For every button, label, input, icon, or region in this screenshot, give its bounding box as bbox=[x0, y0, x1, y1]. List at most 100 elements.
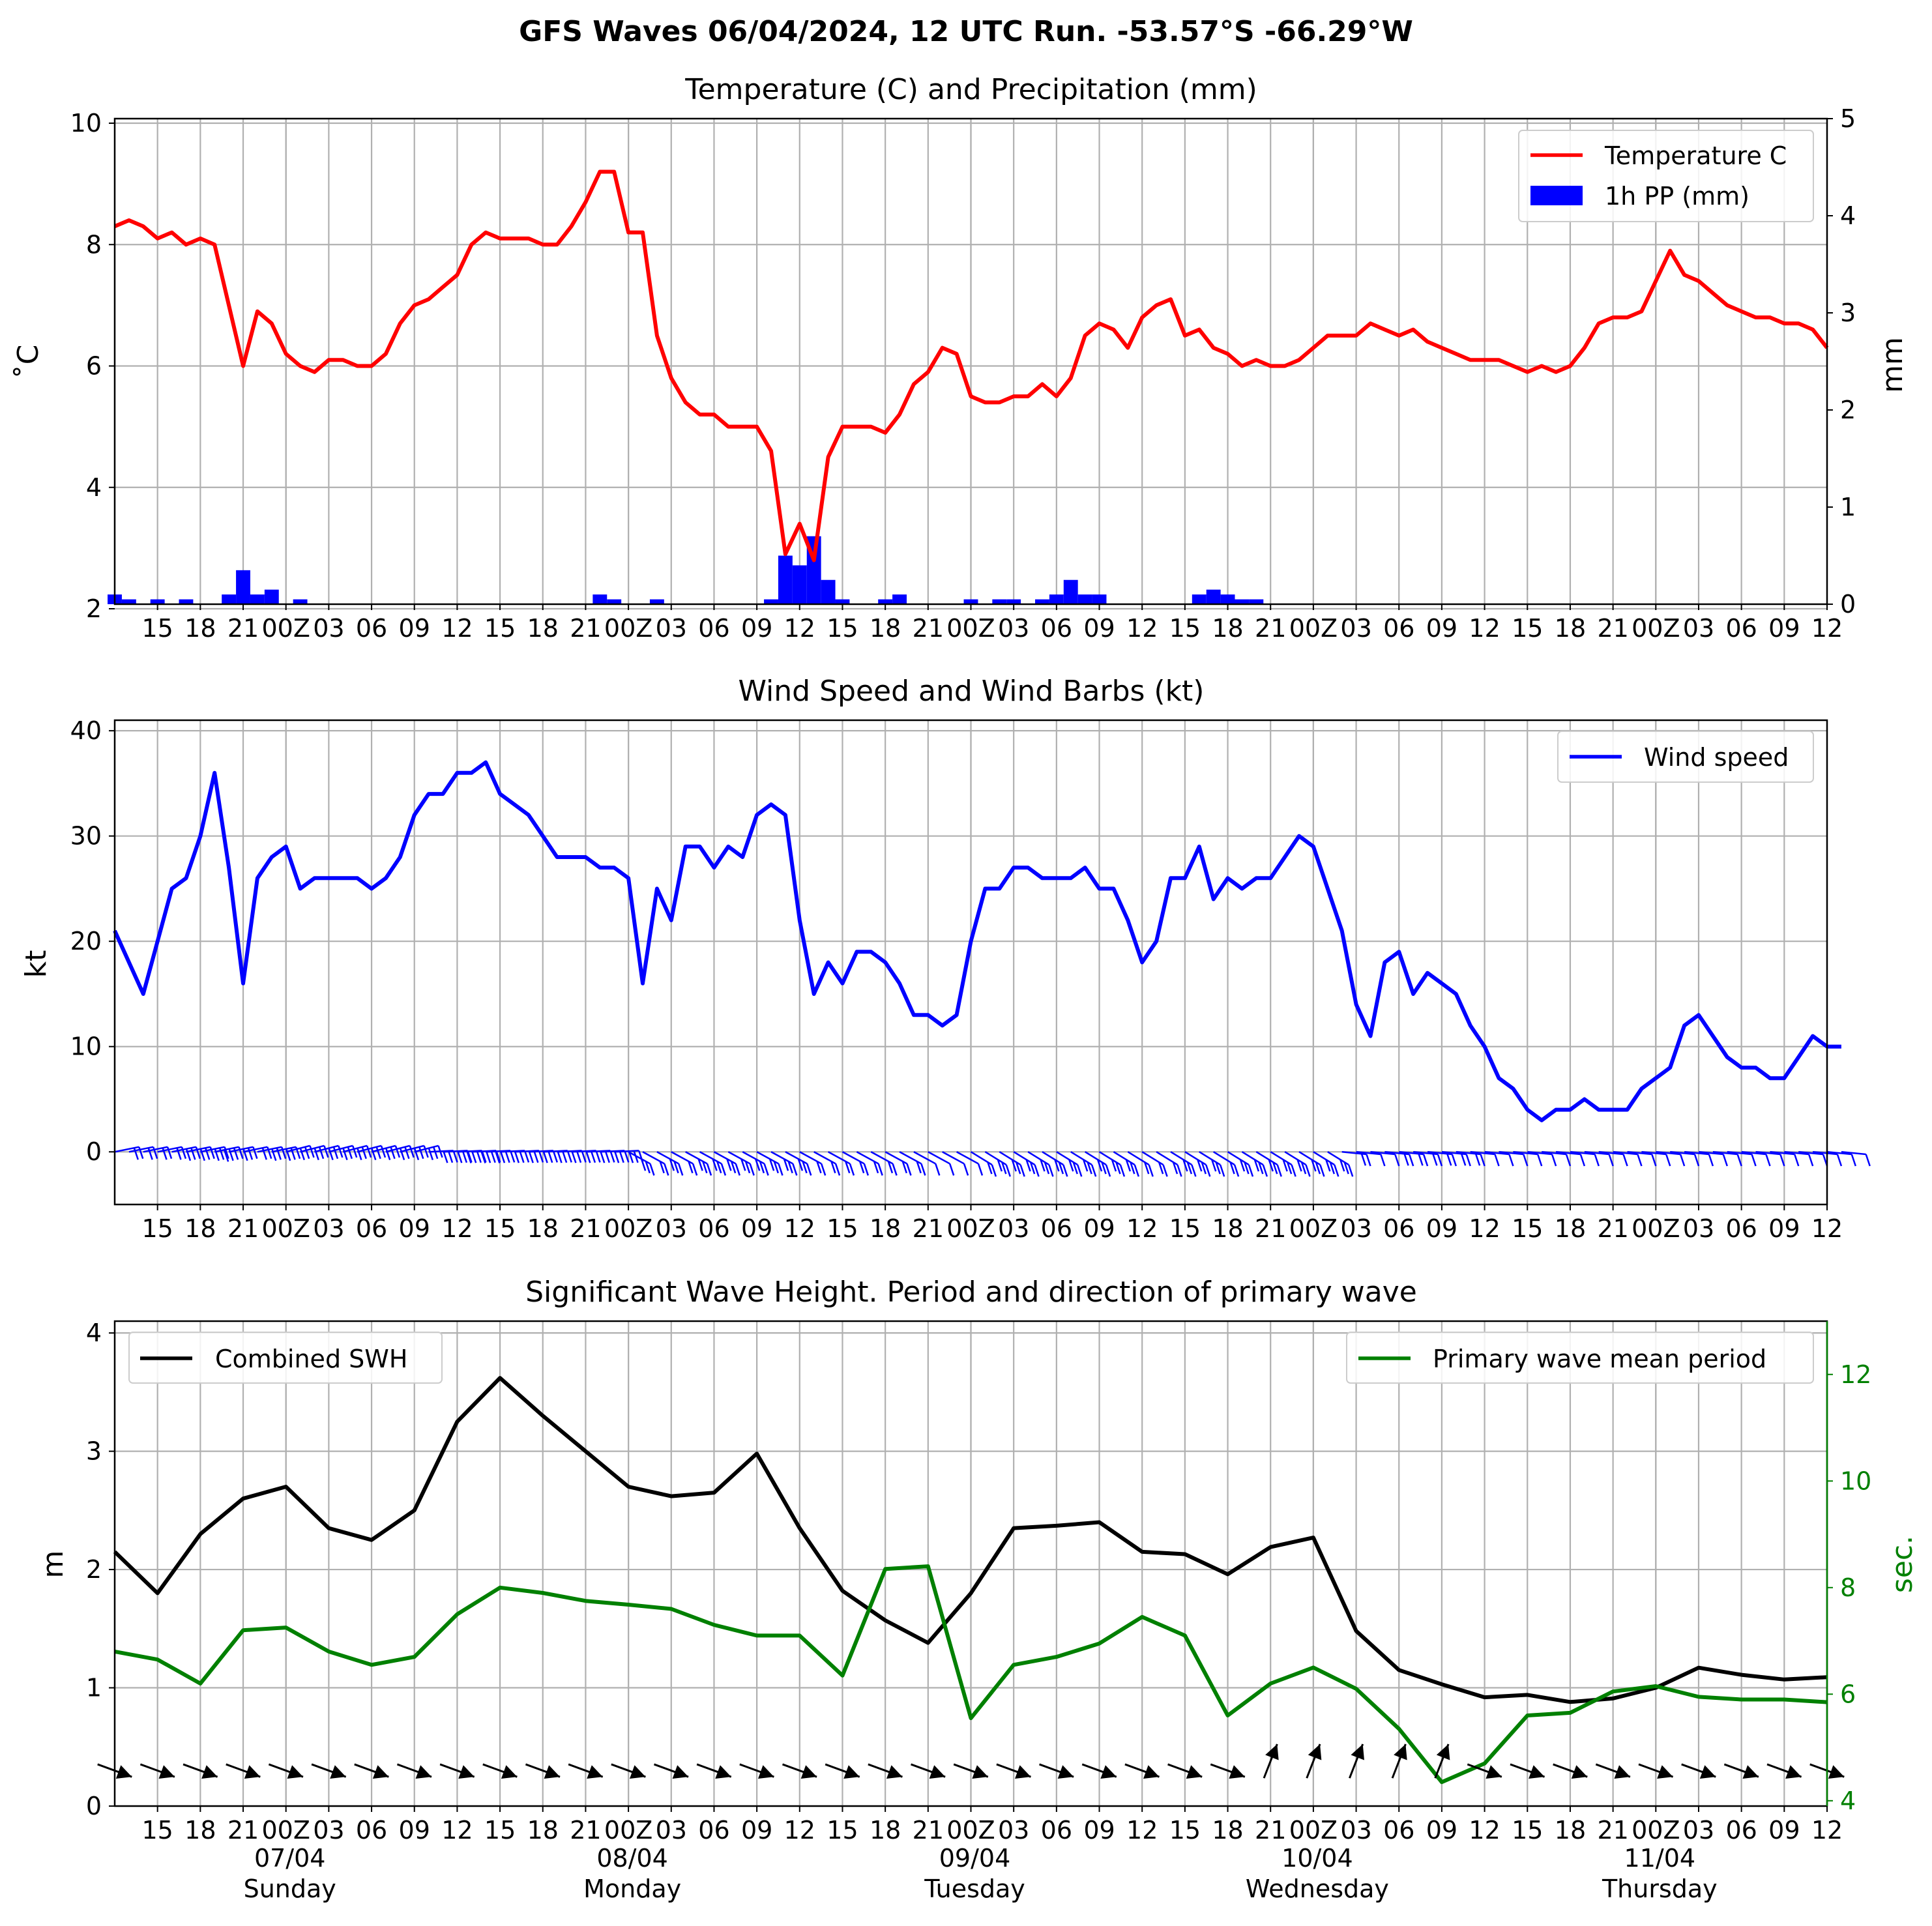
wave-direction-arrow bbox=[868, 1763, 903, 1779]
y-tick-label: 1 bbox=[86, 1674, 102, 1702]
wind-barb bbox=[1370, 1150, 1400, 1167]
temperature-precip-panel: Temperature (C) and Precipitation (mm) 1… bbox=[12, 73, 1909, 643]
wind-barb bbox=[870, 1151, 898, 1176]
wind-barb bbox=[1484, 1150, 1514, 1167]
wind-barb bbox=[1741, 1150, 1771, 1167]
wind-panel: Wind Speed and Wind Barbs (kt) 15 18 21 00Z… bbox=[20, 675, 1871, 1243]
wind-barb bbox=[528, 1150, 558, 1163]
x-tick-label: 15 bbox=[827, 614, 858, 643]
day-name-label: Sunday bbox=[244, 1875, 336, 1903]
grid bbox=[115, 1321, 1827, 1807]
x-tick-label: 12 bbox=[1469, 614, 1500, 643]
x-tick-label: 21 bbox=[1597, 1816, 1628, 1845]
wind-barb bbox=[899, 1151, 926, 1176]
temperature-line bbox=[113, 169, 1829, 562]
x-tick-label: 15 bbox=[1512, 614, 1543, 643]
precip-bar bbox=[250, 594, 265, 604]
y2-tick-label: 10 bbox=[1840, 1466, 1871, 1495]
x-tick-label: 03 bbox=[313, 1214, 344, 1243]
x-tick-label: 06 bbox=[1383, 614, 1414, 643]
precip-bar bbox=[593, 594, 607, 604]
wind-barb bbox=[928, 1151, 955, 1176]
x-tick-label: 09 bbox=[399, 1214, 430, 1243]
wind-barb bbox=[999, 1151, 1025, 1177]
wind-barb bbox=[1684, 1150, 1714, 1167]
x-tick-label: 21 bbox=[913, 614, 944, 643]
wind-barb bbox=[856, 1151, 883, 1176]
wave-direction-arrow bbox=[1553, 1763, 1588, 1779]
y2-tick-label: 0 bbox=[1840, 590, 1856, 619]
x-tick-label: 06 bbox=[1041, 614, 1072, 643]
wind-barb bbox=[314, 1145, 344, 1160]
wind-barb bbox=[114, 1146, 144, 1160]
y2-tick-label: 4 bbox=[1840, 1787, 1856, 1815]
x-tick-label: 18 bbox=[184, 1214, 216, 1243]
wind-barb bbox=[685, 1151, 712, 1176]
x-tick-label: 00Z bbox=[262, 614, 310, 643]
wind-barb bbox=[727, 1151, 755, 1176]
y-tick-label: 3 bbox=[86, 1437, 102, 1466]
wave-direction-arrow bbox=[1391, 1744, 1407, 1779]
x-tick-label: 00Z bbox=[1632, 614, 1680, 643]
precip-bar bbox=[649, 599, 664, 604]
x-tick-label: 00Z bbox=[604, 1214, 652, 1243]
wind-barb bbox=[756, 1151, 783, 1176]
y2-tick-label: 12 bbox=[1840, 1360, 1871, 1389]
precip-bar bbox=[992, 599, 1007, 604]
wind-barb bbox=[970, 1151, 997, 1177]
x-tick-label: 18 bbox=[1555, 1816, 1586, 1845]
wind-barb bbox=[1084, 1151, 1111, 1177]
x-tick-label: 00Z bbox=[1289, 1214, 1338, 1243]
swh-line bbox=[113, 1376, 1828, 1704]
x-tick-label: 18 bbox=[527, 1816, 559, 1845]
plot-frame bbox=[113, 117, 1828, 606]
precip-bar bbox=[121, 599, 136, 604]
y2-tick-label: 8 bbox=[1840, 1573, 1856, 1602]
x-tick-label: 21 bbox=[570, 614, 601, 643]
wind-barb bbox=[1227, 1151, 1254, 1177]
wave-direction-arrow bbox=[911, 1763, 946, 1779]
wind-barb bbox=[984, 1151, 1011, 1177]
x-tick-label: 15 bbox=[484, 1816, 516, 1845]
wind-barb bbox=[1441, 1150, 1471, 1167]
wave-direction-arrow bbox=[1210, 1763, 1246, 1779]
x-tick-label: 15 bbox=[1512, 1816, 1543, 1845]
wind-barb bbox=[1341, 1150, 1371, 1167]
x-tick-label: 15 bbox=[141, 1214, 173, 1243]
wind-barb bbox=[1042, 1151, 1068, 1177]
x-tick-label: 00Z bbox=[1632, 1214, 1680, 1243]
x-tick-label: 18 bbox=[527, 614, 559, 643]
wave-direction-arrow bbox=[953, 1763, 989, 1779]
wind-barbs bbox=[114, 1145, 1871, 1177]
wave-direction-arrow bbox=[1510, 1763, 1545, 1779]
x-tick-label: 03 bbox=[998, 1816, 1029, 1845]
grid bbox=[115, 119, 1827, 610]
x-tick-label: 21 bbox=[1597, 1214, 1628, 1243]
precip-bar bbox=[293, 599, 308, 604]
legend-label: Wind speed bbox=[1644, 743, 1789, 772]
y2-axis: 4 6 8 10 12 bbox=[1827, 1360, 1871, 1815]
y-tick-label: 30 bbox=[70, 822, 102, 851]
plot-frame bbox=[113, 719, 1828, 1206]
x-tick-label: 12 bbox=[1126, 614, 1158, 643]
x-tick-label: 09 bbox=[741, 1214, 772, 1243]
panel-title: Significant Wave Height. Period and dire… bbox=[525, 1276, 1417, 1309]
wave-direction-arrow bbox=[525, 1763, 561, 1779]
x-tick-label: 12 bbox=[1126, 1816, 1158, 1845]
x-tick-label: 00Z bbox=[1632, 1816, 1680, 1845]
wind-barb bbox=[671, 1151, 698, 1176]
precip-bar bbox=[963, 599, 978, 604]
day-date-label: 08/04 bbox=[596, 1844, 668, 1873]
wind-barb bbox=[1356, 1150, 1386, 1167]
precip-bar bbox=[179, 599, 194, 604]
precip-bar bbox=[1049, 594, 1064, 604]
wave-direction-arrow bbox=[139, 1763, 175, 1779]
x-tick-label: 06 bbox=[356, 614, 387, 643]
y2-tick-label: 3 bbox=[1840, 299, 1856, 327]
x-tick-label: 21 bbox=[227, 614, 259, 643]
wave-direction-arrow bbox=[1434, 1744, 1450, 1779]
x-tick-label: 03 bbox=[656, 614, 687, 643]
wind-barb bbox=[1313, 1151, 1339, 1177]
